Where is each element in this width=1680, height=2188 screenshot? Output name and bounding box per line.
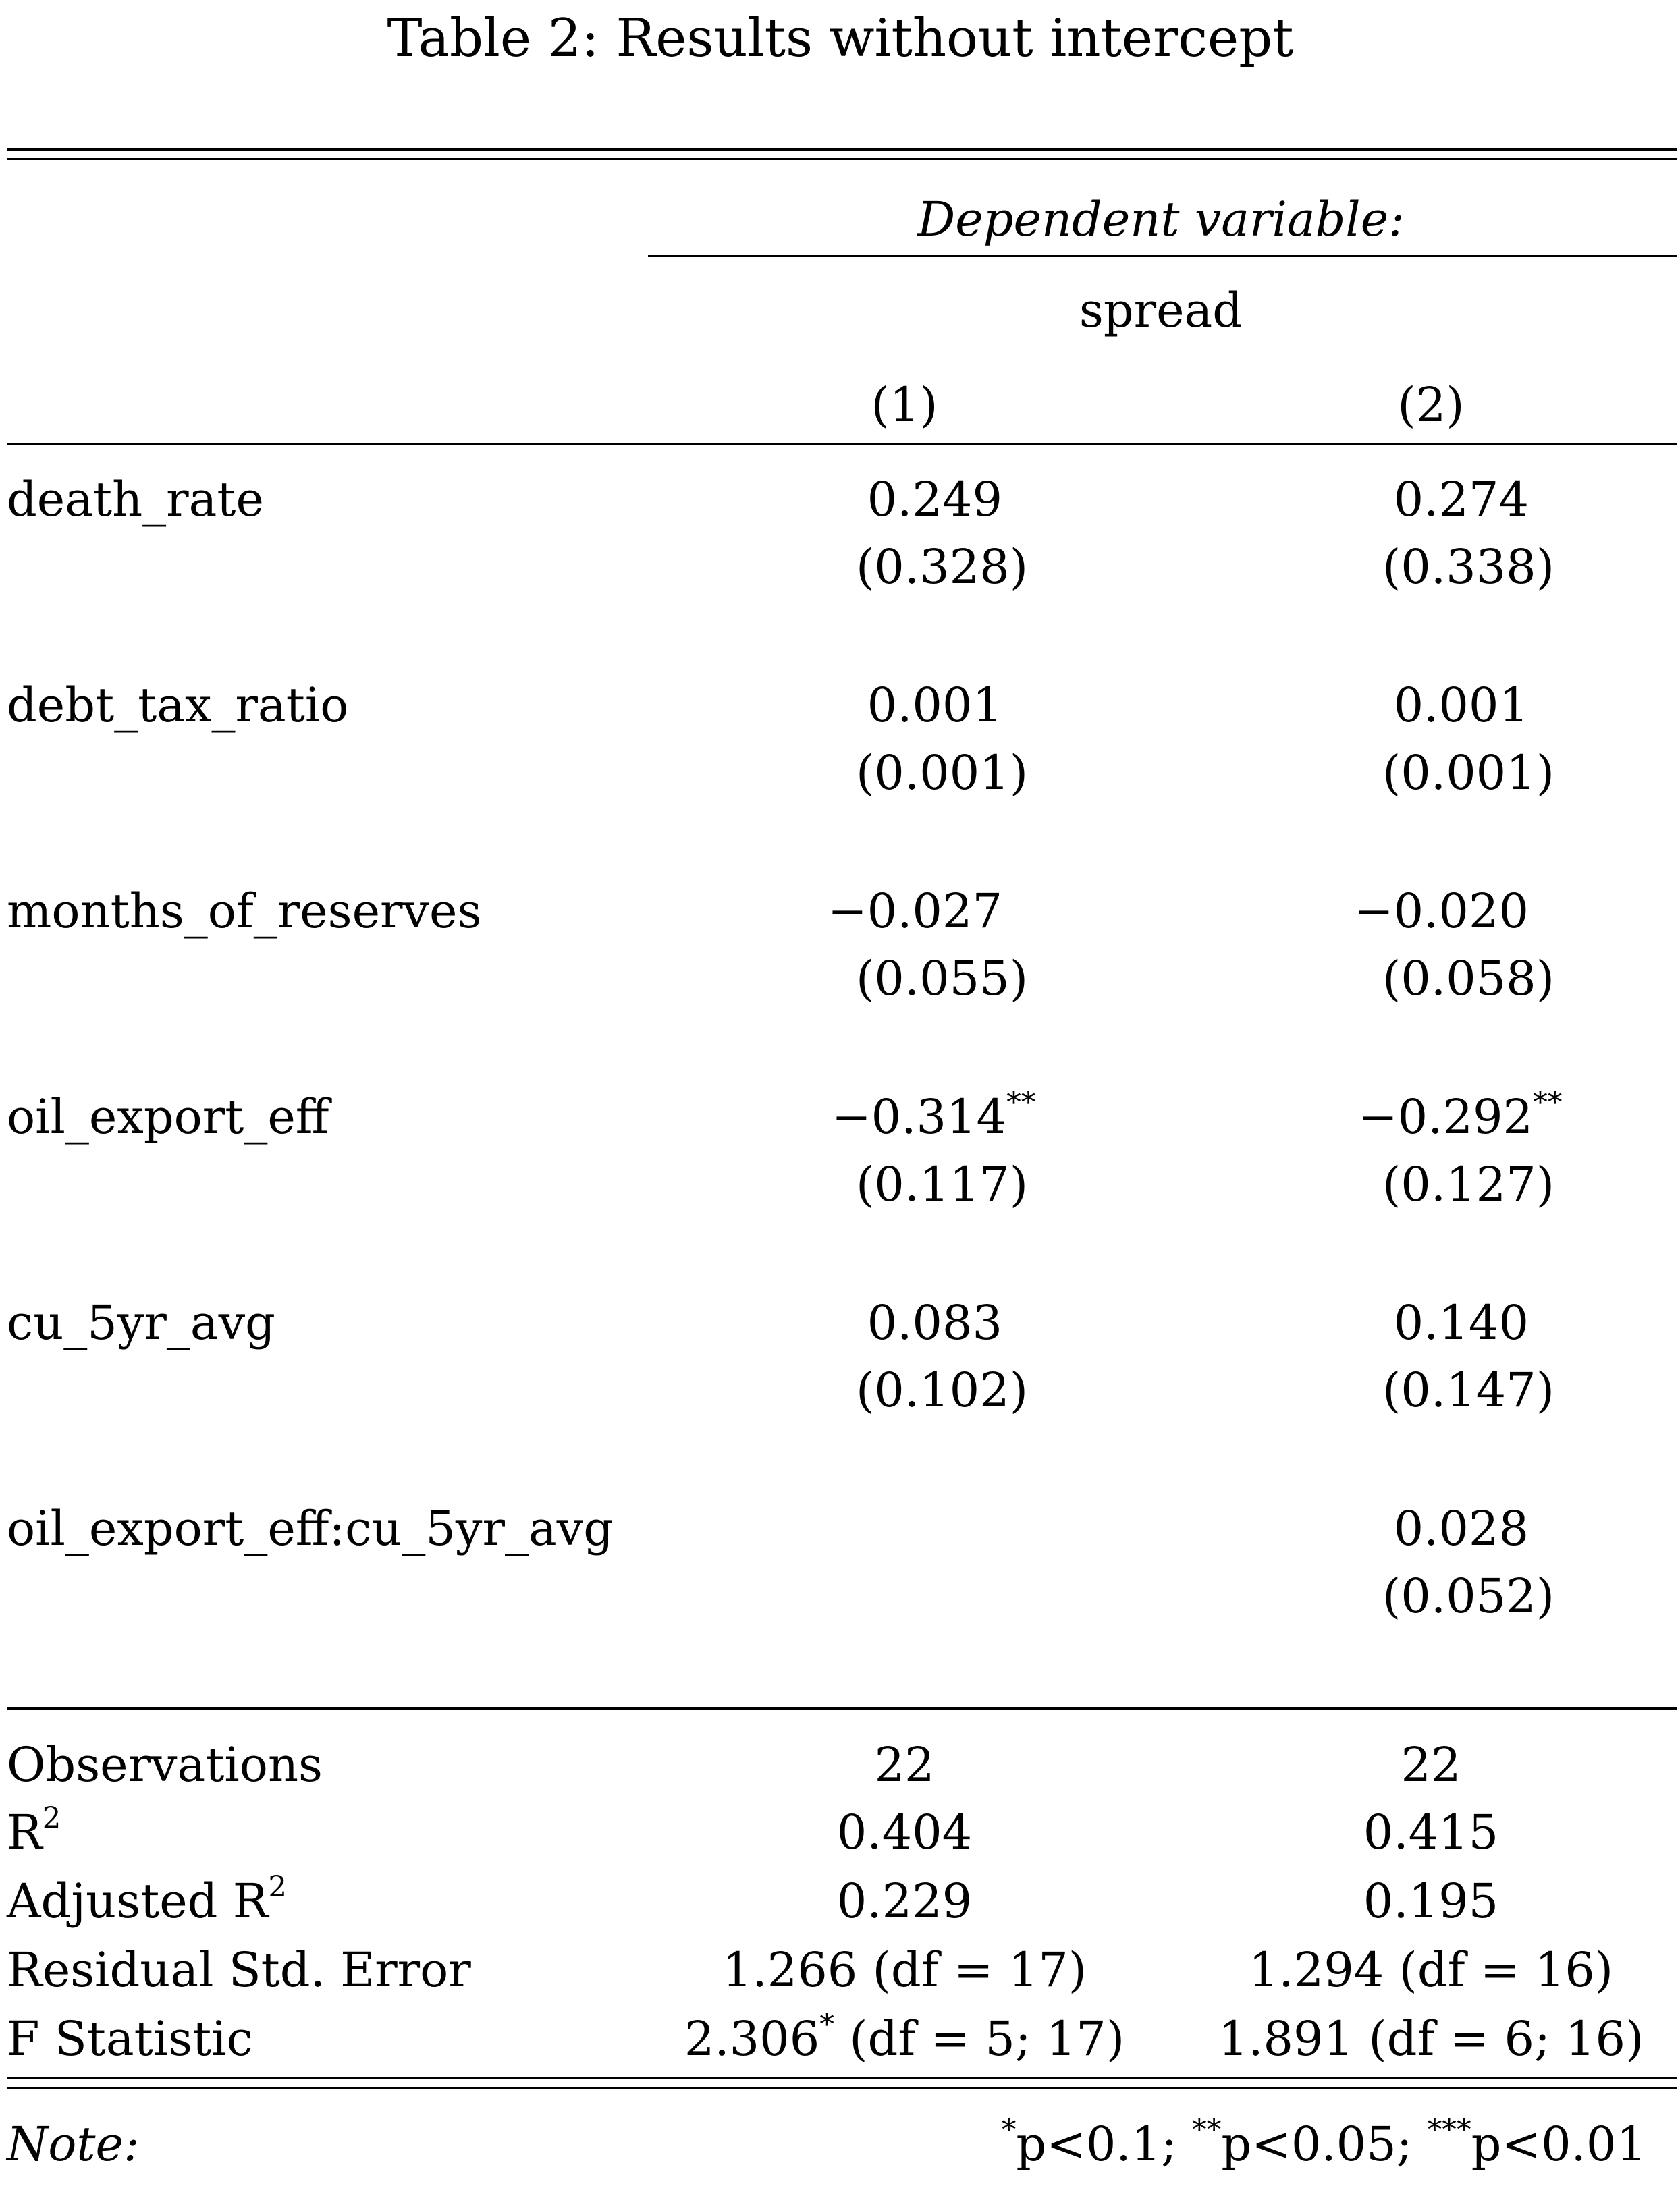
observations-c2: 22	[1401, 1737, 1461, 1793]
adj-r2-c2: 0.195	[1363, 1874, 1499, 1929]
se-c2: (0.052)	[1382, 1568, 1555, 1624]
se-c1: (0.328)	[856, 539, 1029, 595]
rse-label: Residual Std. Error	[7, 1942, 471, 1998]
coef-c1: 0.249	[867, 472, 1002, 527]
coef-c1: 0.083	[867, 1295, 1002, 1350]
se-c2: (0.127)	[1382, 1157, 1555, 1212]
column-2-header: (2)	[1397, 377, 1465, 433]
row-label: oil_export_eff	[7, 1089, 329, 1145]
se-c2: (0.338)	[1382, 539, 1555, 595]
observations-c1: 22	[874, 1737, 935, 1793]
header-rule	[7, 443, 1677, 445]
se-c2: (0.147)	[1382, 1363, 1555, 1418]
coef-c1: −0.314**	[832, 1086, 1036, 1145]
row-label: cu_5yr_avg	[7, 1295, 275, 1350]
coef-c2: 0.140	[1393, 1295, 1529, 1350]
coef-c2: −0.292**	[1358, 1086, 1563, 1145]
row-label: months_of_reserves	[7, 883, 482, 939]
se-c1: (0.117)	[856, 1157, 1029, 1212]
note-label: Note:	[7, 2116, 140, 2172]
row-label: death_rate	[7, 472, 264, 527]
rse-c1: 1.266 (df = 17)	[722, 1942, 1087, 1998]
row-label: oil_export_eff:cu_5yr_avg	[7, 1501, 614, 1556]
r2-label: R2	[7, 1801, 61, 1860]
se-c1: (0.102)	[856, 1363, 1029, 1418]
dependent-variable-rule	[648, 255, 1677, 257]
coef-c2: −0.020	[1353, 883, 1529, 939]
coef-c1: 0.001	[867, 678, 1002, 733]
observations-label: Observations	[7, 1737, 323, 1793]
top-rule-2	[7, 158, 1677, 160]
fstat-c2: 1.891 (df = 6; 16)	[1218, 2011, 1644, 2067]
row-label: debt_tax_ratio	[7, 678, 349, 733]
r2-c2: 0.415	[1363, 1805, 1499, 1860]
r2-c1: 0.404	[836, 1805, 973, 1860]
se-c1: (0.055)	[856, 951, 1029, 1006]
coef-c2: 0.274	[1393, 472, 1529, 527]
coef-c2: 0.028	[1393, 1501, 1529, 1556]
column-1-header: (1)	[871, 377, 938, 433]
se-c2: (0.001)	[1382, 745, 1555, 800]
fstat-c1: 2.306* (df = 5; 17)	[684, 2008, 1125, 2067]
coef-c2: 0.001	[1393, 678, 1529, 733]
table-title: Table 2: Results without intercept	[387, 8, 1294, 69]
rse-c2: 1.294 (df = 16)	[1248, 1942, 1614, 1998]
dependent-variable-label: Dependent variable:	[917, 192, 1405, 247]
coef-c1: −0.027	[827, 883, 1002, 939]
fstat-label: F Statistic	[7, 2011, 253, 2067]
adj-r2-label: Adjusted R2	[7, 1870, 288, 1929]
dependent-variable: spread	[1079, 283, 1243, 338]
se-c2: (0.058)	[1382, 951, 1555, 1006]
adj-r2-c1: 0.229	[836, 1874, 973, 1929]
top-rule-1	[7, 148, 1677, 151]
stats-rule	[7, 1707, 1677, 1710]
bottom-rule-1	[7, 2077, 1677, 2079]
se-c1: (0.001)	[856, 745, 1029, 800]
significance-note: *p<0.1; **p<0.05; ***p<0.01	[1001, 2113, 1646, 2172]
bottom-rule-2	[7, 2087, 1677, 2089]
